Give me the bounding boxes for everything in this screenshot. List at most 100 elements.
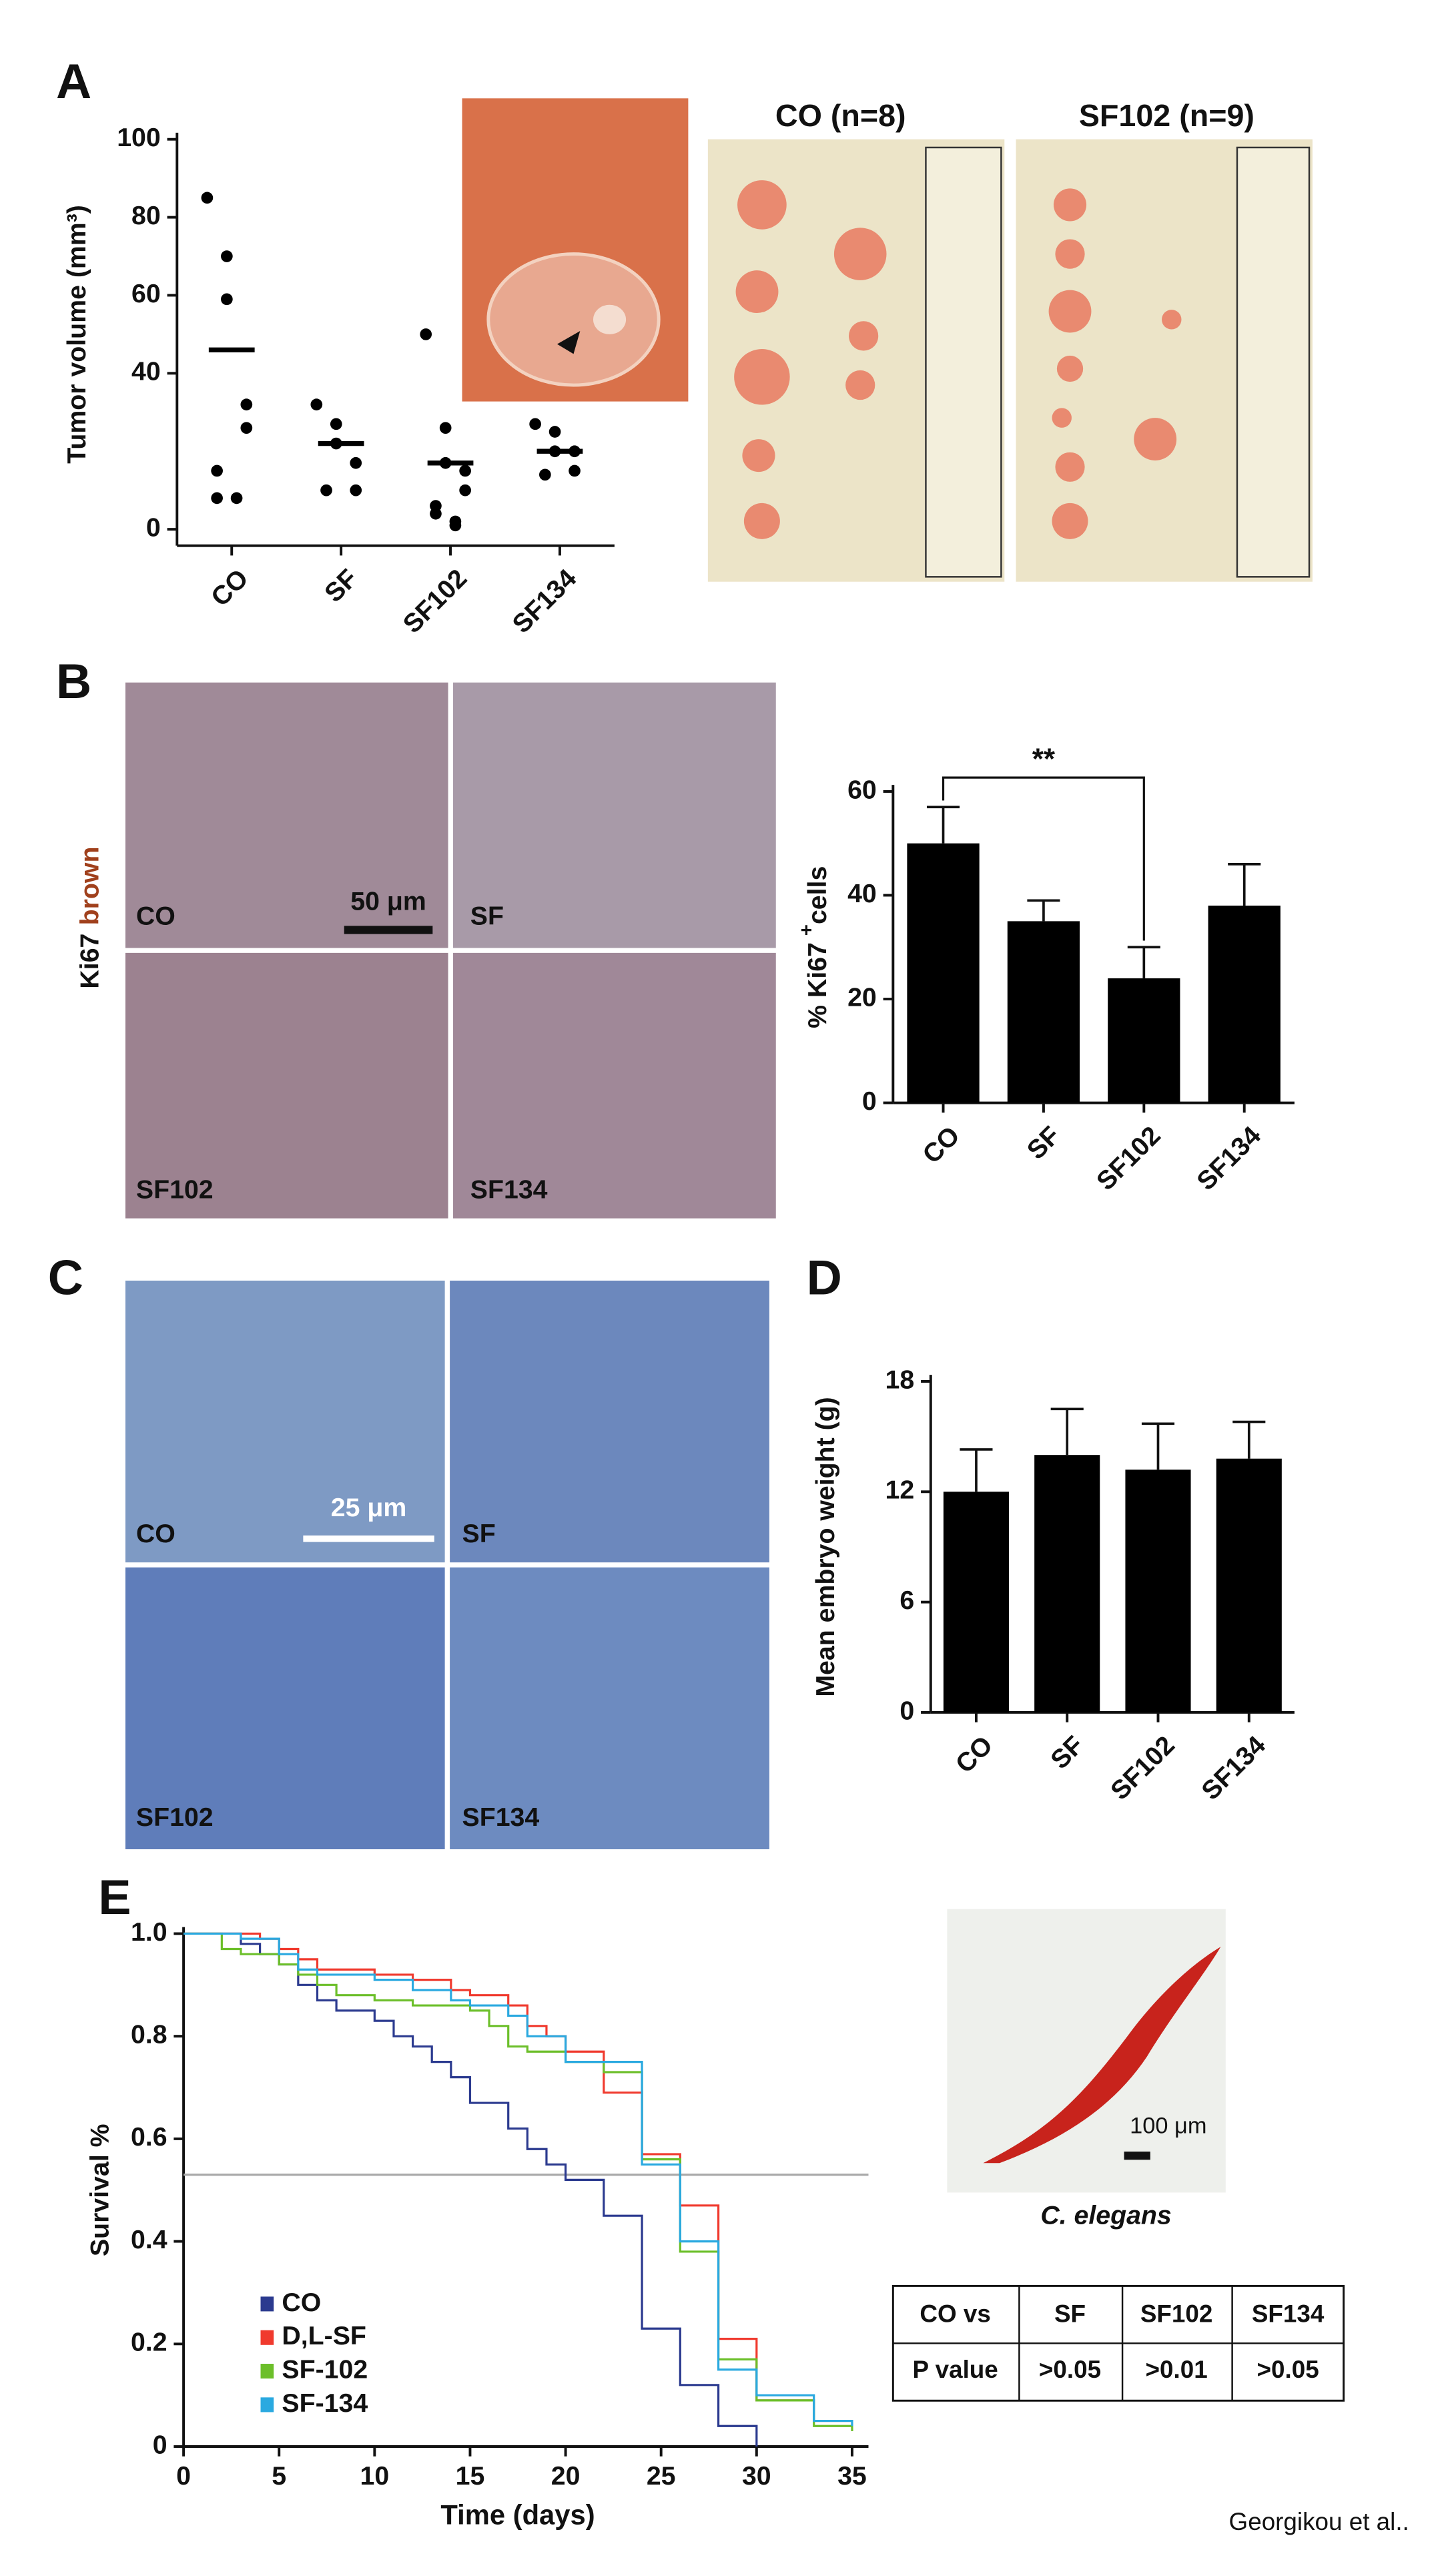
survival-curve <box>184 1932 853 2427</box>
dot <box>240 398 253 410</box>
micrograph-label: CO <box>136 901 175 930</box>
x-axis-label: Time (days) <box>440 2499 595 2531</box>
panel-label: A <box>56 53 91 109</box>
ruler <box>925 146 1002 578</box>
significance-bracket <box>942 776 1145 941</box>
y-tick-label: 40 <box>847 879 877 908</box>
scale-bar <box>1124 2152 1150 2160</box>
y-tick-label: 80 <box>131 201 161 230</box>
dot <box>449 519 462 532</box>
x-tick-label: 0 <box>176 2461 191 2491</box>
legend-swatch <box>260 2397 274 2412</box>
table-cell: >0.05 <box>1039 2356 1101 2383</box>
worm <box>983 1947 1221 2164</box>
legend-label: CO <box>282 2288 321 2317</box>
dot <box>439 422 452 434</box>
legend-label: D,L-SF <box>282 2321 366 2350</box>
dot <box>320 484 332 497</box>
micrograph-label: SF134 <box>470 1175 548 1205</box>
scale-bar-label: 25 μm <box>331 1493 407 1522</box>
y-tick-label: 100 <box>117 123 161 152</box>
y-axis-label-text: Mean embryo weight (g) <box>811 1397 840 1696</box>
y-tick-label: 12 <box>885 1476 915 1505</box>
dot <box>240 422 253 434</box>
bar <box>1208 906 1281 1103</box>
dot <box>201 192 214 204</box>
scale-bar-label: 50 μm <box>350 886 426 916</box>
y-tick-label: 60 <box>131 279 161 308</box>
worm-photo <box>947 1909 1226 2193</box>
dot <box>211 464 223 477</box>
dot <box>430 507 442 520</box>
table-cell: SF <box>1054 2300 1086 2327</box>
legend-swatch <box>260 2330 274 2345</box>
y-tick-label: 0.6 <box>131 2122 167 2152</box>
y-axis-label-end: cells <box>803 866 832 924</box>
x-tick-label: 15 <box>456 2461 485 2491</box>
dot <box>330 418 342 430</box>
x-tick-label: 10 <box>360 2461 389 2491</box>
x-tick-label: 25 <box>647 2461 676 2491</box>
y-axis-label-text: % Ki67 <box>803 942 832 1028</box>
panel-label: C <box>48 1250 83 1305</box>
y-axis-label: Survival % <box>85 2124 115 2256</box>
y-axis-label: Mean embryo weight (g) <box>811 1397 840 1696</box>
panel-label: D <box>807 1250 842 1305</box>
y-tick-label: 0 <box>899 1696 914 1725</box>
caption: C. elegans <box>1040 2201 1171 2230</box>
y-tick-label: 1.0 <box>131 1917 167 1947</box>
dot <box>459 464 471 477</box>
table-cell: >0.01 <box>1146 2356 1208 2383</box>
arrowhead <box>557 331 581 354</box>
dot <box>459 484 471 497</box>
table-cell: >0.05 <box>1256 2356 1319 2383</box>
y-tick-label: 0.4 <box>131 2225 167 2254</box>
egg-photo-detail <box>486 252 661 387</box>
egg-photo-detail <box>593 304 627 334</box>
y-axis-label-text: Tumor volume (mm³) <box>62 205 91 464</box>
legend-swatch <box>260 2296 274 2312</box>
micrograph-label: SF134 <box>462 1803 540 1832</box>
bar <box>1216 1458 1282 1712</box>
y-tick-label: 0 <box>153 2430 167 2459</box>
stain: Ki67 <box>75 934 105 989</box>
bar <box>907 843 980 1103</box>
photo-title: CO (n=8) <box>775 98 906 133</box>
y-axis-label-sup: + <box>795 924 817 936</box>
dot <box>350 456 362 469</box>
credit: Georgikou et al.. <box>1229 2508 1409 2535</box>
dot <box>420 328 432 340</box>
table-cell: SF134 <box>1252 2300 1325 2327</box>
bar <box>943 1492 1009 1712</box>
micrograph-label: CO <box>136 1519 175 1548</box>
micrograph-grid <box>120 1275 775 1855</box>
bar <box>1108 978 1180 1103</box>
x-tick-label: 5 <box>272 2461 286 2491</box>
table-cell: P value <box>912 2356 998 2383</box>
x-tick-label: 20 <box>551 2461 581 2491</box>
x-tick-label: 30 <box>742 2461 771 2491</box>
table-cell: SF102 <box>1140 2300 1213 2327</box>
y-tick-label: 18 <box>885 1365 915 1394</box>
y-tick-label: 0.8 <box>131 2020 167 2049</box>
dot <box>221 293 233 306</box>
ruler <box>1236 146 1311 578</box>
dot <box>350 484 362 497</box>
y-tick-label: 6 <box>899 1586 914 1615</box>
p-value-table <box>891 2284 1345 2402</box>
micrograph-label: SF <box>470 901 504 930</box>
dot <box>539 468 551 481</box>
y-tick-label: 0 <box>862 1086 877 1116</box>
dot <box>221 250 233 262</box>
dot <box>310 398 323 410</box>
y-axis-label-text: Survival % <box>85 2124 115 2256</box>
panel-label: B <box>56 653 91 709</box>
micrograph-grid <box>120 677 781 1224</box>
y-tick-label: 0 <box>146 513 161 542</box>
stain-color: brown <box>75 847 105 926</box>
bar <box>1125 1470 1191 1712</box>
dot <box>230 492 243 505</box>
table-cell: CO vs <box>920 2300 990 2327</box>
